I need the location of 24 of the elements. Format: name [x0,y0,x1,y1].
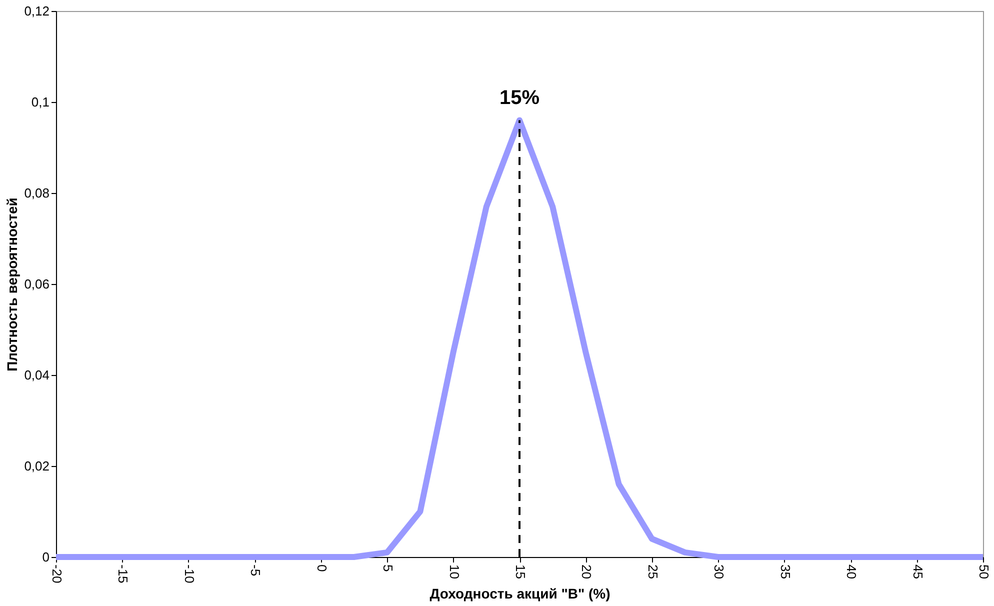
x-tick-label: 5 [380,564,396,572]
x-tick-label: 20 [579,564,594,579]
y-tick-label: 0,08 [24,186,50,200]
x-tick-label: 35 [778,564,793,579]
x-axis-title: Доходность акций "В" (%) [430,585,610,602]
y-tick-label: 0,1 [31,94,50,110]
x-tick-label: -5 [248,564,264,576]
x-tick-label: -10 [182,564,197,584]
x-tick-label: 25 [645,564,660,579]
y-tick-label: 0,04 [24,368,50,382]
y-tick-label: 0,02 [24,458,50,474]
annotation: 15% [499,87,540,110]
x-tick-label: 45 [910,564,926,579]
x-tick-label: 15 [513,564,528,579]
x-tick-label: 10 [446,564,462,579]
x-tick-label: -20 [50,564,64,584]
y-tick-label: 0,12 [24,4,50,18]
x-tick-label: 0 [314,564,330,572]
x-tick-label: 50 [976,564,992,579]
x-tick-label: -15 [116,564,131,584]
y-axis-title: Плотность вероятностей [4,198,20,372]
x-tick-label: 40 [844,564,860,579]
y-tick-label: 0,06 [24,276,50,292]
x-tick-label: 30 [712,564,727,579]
